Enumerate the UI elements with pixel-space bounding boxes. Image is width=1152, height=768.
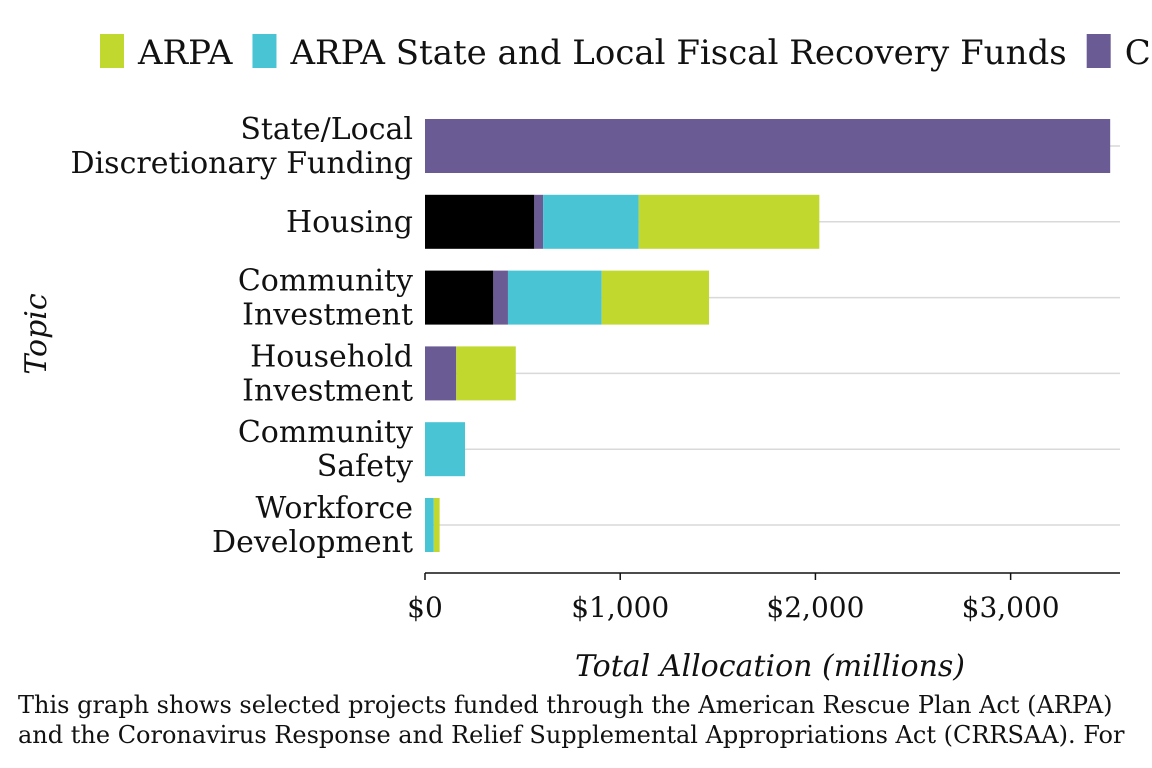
x-tick-label: $0 bbox=[407, 591, 443, 624]
bar-segment bbox=[425, 422, 466, 477]
category-label: Housing bbox=[286, 205, 413, 240]
bar-segment bbox=[433, 498, 440, 552]
bar-segment bbox=[507, 270, 602, 325]
bar-segment bbox=[425, 119, 1111, 173]
category-label: Community Investment bbox=[238, 264, 413, 333]
caption-line-2: and the Coronavirus Response and Relief … bbox=[18, 721, 1125, 749]
bar-segment bbox=[425, 498, 434, 552]
bar-segment bbox=[534, 194, 544, 249]
legend-swatch bbox=[100, 34, 124, 68]
category-label: State/Local Discretionary Funding bbox=[71, 112, 413, 181]
y-axis-title: Topic bbox=[19, 293, 54, 375]
caption-line-1: This graph shows selected projects funde… bbox=[18, 691, 1113, 719]
bar-segment bbox=[601, 270, 710, 325]
x-tick-label: $1,000 bbox=[571, 591, 669, 624]
bar-segment bbox=[425, 194, 535, 249]
legend: ARPA ARPA State and Local Fiscal Recovery… bbox=[100, 33, 1151, 73]
legend-label: ARPA State and Local Fiscal Recovery Fun… bbox=[289, 33, 1066, 73]
category-label: Community Safety bbox=[238, 415, 413, 484]
bar-segment bbox=[456, 346, 516, 401]
x-tick-label: $3,000 bbox=[962, 591, 1060, 624]
x-tick-label: $2,000 bbox=[766, 591, 864, 624]
category-label: Household Investment bbox=[242, 339, 413, 408]
legend-label: ARPA bbox=[137, 33, 233, 73]
caption: This graph shows selected projects funde… bbox=[18, 690, 1152, 750]
category-label: Workforce Development bbox=[212, 491, 413, 560]
legend-swatch bbox=[1086, 34, 1111, 68]
x-axis-title: Total Allocation (millions) bbox=[575, 649, 965, 684]
bars bbox=[425, 119, 1111, 552]
chart: ARPA ARPA State and Local Fiscal Recovery… bbox=[19, 33, 1151, 684]
bar-segment bbox=[543, 194, 639, 249]
legend-swatch bbox=[252, 34, 277, 68]
bar-segment bbox=[425, 346, 457, 401]
x-axis: $0 $1,000 $2,000 $3,000 bbox=[407, 572, 1120, 624]
category-labels: State/Local Discretionary Funding Housing C… bbox=[71, 112, 414, 560]
legend-label: C bbox=[1125, 33, 1151, 73]
bar-segment bbox=[493, 270, 508, 325]
bar-segment bbox=[425, 270, 494, 325]
bar-segment bbox=[638, 194, 820, 249]
